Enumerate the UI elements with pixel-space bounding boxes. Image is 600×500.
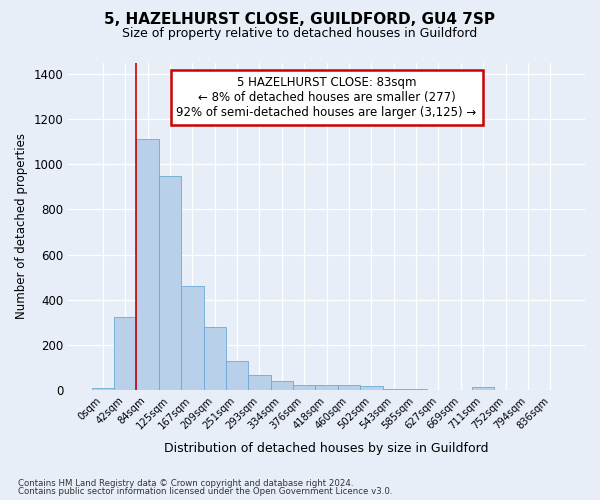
Bar	[316, 385, 338, 390]
Bar	[248, 374, 271, 390]
Text: 5, HAZELHURST CLOSE, GUILDFORD, GU4 7SP: 5, HAZELHURST CLOSE, GUILDFORD, GU4 7SP	[104, 12, 496, 28]
Bar	[472, 387, 494, 390]
Bar	[203, 327, 226, 390]
Text: Size of property relative to detached houses in Guildford: Size of property relative to detached ho…	[122, 28, 478, 40]
Bar	[338, 385, 360, 390]
Bar	[92, 388, 114, 390]
Bar	[136, 140, 159, 390]
Bar	[383, 388, 405, 390]
Text: Contains public sector information licensed under the Open Government Licence v3: Contains public sector information licen…	[18, 487, 392, 496]
Text: Contains HM Land Registry data © Crown copyright and database right 2024.: Contains HM Land Registry data © Crown c…	[18, 478, 353, 488]
Bar	[159, 176, 181, 390]
Bar	[293, 385, 316, 390]
X-axis label: Distribution of detached houses by size in Guildford: Distribution of detached houses by size …	[164, 442, 489, 455]
Bar	[181, 286, 203, 391]
Bar	[271, 382, 293, 390]
Bar	[114, 317, 136, 390]
Text: 5 HAZELHURST CLOSE: 83sqm
← 8% of detached houses are smaller (277)
92% of semi-: 5 HAZELHURST CLOSE: 83sqm ← 8% of detach…	[176, 76, 477, 118]
Y-axis label: Number of detached properties: Number of detached properties	[15, 134, 28, 320]
Bar	[360, 386, 383, 390]
Bar	[226, 361, 248, 390]
